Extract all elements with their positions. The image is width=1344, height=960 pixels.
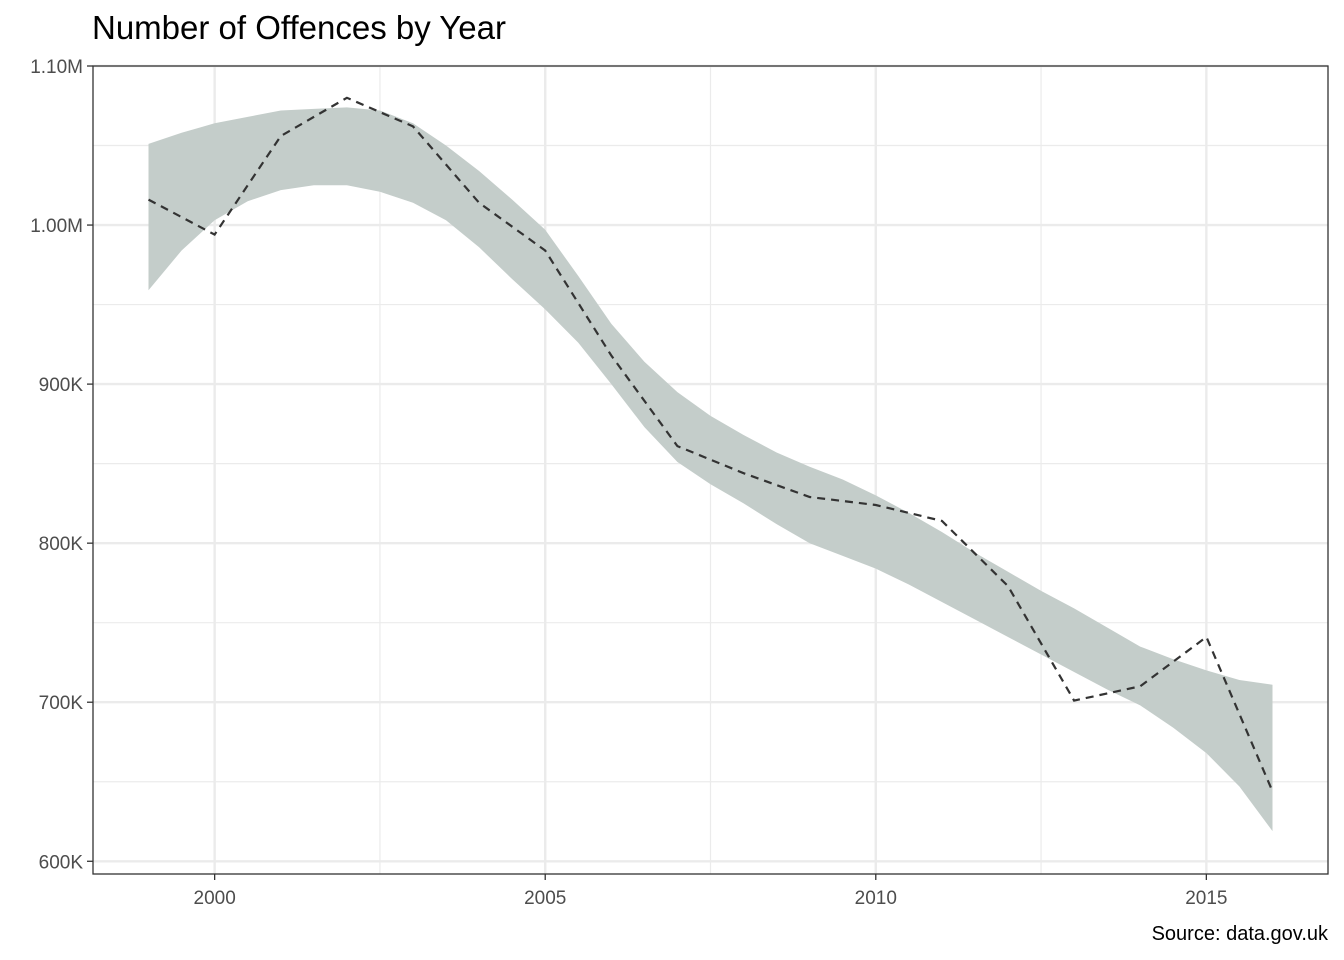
y-tick-label: 1.00M: [30, 216, 83, 237]
x-tick-label: 2010: [855, 888, 897, 909]
panel-border: [92, 65, 1329, 875]
chart-title: Number of Offences by Year: [92, 9, 506, 46]
x-tick-label: 2005: [524, 888, 566, 909]
y-tick-label: 1.10M: [30, 57, 83, 78]
x-tick-label: 2015: [1185, 888, 1227, 909]
source-caption: Source: data.gov.uk: [1152, 923, 1329, 945]
x-axis: 2000 2005 2010 2015: [194, 874, 1227, 909]
confidence-band: [148, 107, 1273, 832]
y-tick-label: 700K: [39, 693, 84, 714]
y-tick-label: 900K: [39, 375, 84, 396]
y-tick-label: 800K: [39, 534, 84, 555]
x-tick-label: 2000: [194, 888, 236, 909]
offences-line: [147, 96, 1274, 792]
y-tick-label: 600K: [39, 852, 84, 873]
y-axis: 600K 700K 800K 900K 1.00M 1.10M: [30, 57, 93, 873]
